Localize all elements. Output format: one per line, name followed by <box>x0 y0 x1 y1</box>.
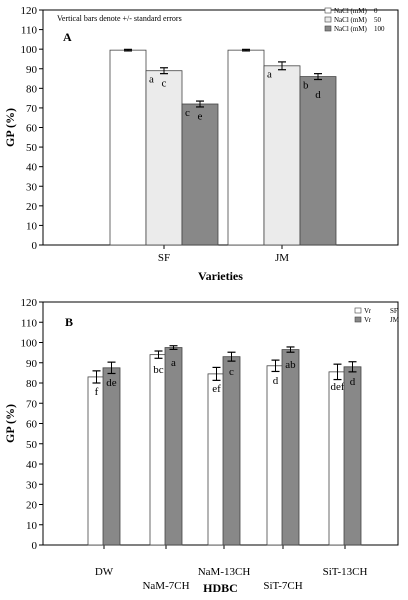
chart-panel-b: 0 10 20 30 40 50 60 70 80 90 100 110 120 GP (%) DW NaM-… <box>3 297 400 595</box>
significance-letter: ef <box>212 383 221 395</box>
y-tick-label: 60 <box>26 123 38 135</box>
legend-value: 100 <box>374 25 385 33</box>
significance-letter: a <box>149 73 154 85</box>
y-tick-label: 40 <box>26 162 38 174</box>
bar <box>145 70 183 246</box>
significance-letter: def <box>330 381 344 393</box>
y-tick-label: 0 <box>32 240 38 252</box>
significance-letter: bc <box>153 364 164 376</box>
bar <box>328 371 347 546</box>
y-tick-label: 70 <box>26 103 38 115</box>
bar <box>102 367 121 546</box>
bar <box>227 49 265 246</box>
x-tick-label: SiT-7CH <box>263 580 302 592</box>
legend-label: NaCl (mM) <box>334 25 368 33</box>
y-tick-label: 80 <box>26 378 38 390</box>
bar <box>263 65 301 246</box>
bar <box>164 347 183 546</box>
plot-frame <box>42 9 399 246</box>
x-tick-label: SF <box>158 252 170 264</box>
significance-letter: b <box>303 79 309 91</box>
bar <box>343 366 362 546</box>
y-tick-label: 50 <box>26 439 38 451</box>
x-tick-label: SiT-13CH <box>323 566 368 578</box>
significance-letter: c <box>185 107 190 119</box>
y-tick-label: 20 <box>26 500 38 512</box>
bar <box>87 376 106 546</box>
significance-letter: c <box>229 366 234 378</box>
legend-label: NaCl (mM) <box>334 7 368 15</box>
y-tick-label: 0 <box>32 540 38 552</box>
y-tick-label: 90 <box>26 64 38 76</box>
bar <box>266 365 285 546</box>
y-tick-label: 50 <box>26 142 38 154</box>
significance-letter: d <box>273 375 279 387</box>
y-tick-label: 30 <box>26 181 38 193</box>
y-tick-label: 40 <box>26 459 38 471</box>
y-tick-label: 10 <box>26 520 38 532</box>
bar <box>181 103 219 246</box>
y-axis-label: GP (%) <box>3 108 17 147</box>
bar <box>207 373 226 546</box>
significance-letter: c <box>162 77 167 89</box>
legend-swatch <box>354 316 362 323</box>
bar <box>299 76 337 246</box>
y-tick-label: 20 <box>26 201 38 213</box>
y-tick-label: 100 <box>21 338 38 350</box>
y-axis-label: GP (%) <box>3 404 17 443</box>
legend-value: 0 <box>374 7 378 15</box>
significance-letter: de <box>106 377 117 389</box>
panel-label: B <box>65 315 73 329</box>
legend-swatch <box>324 7 332 14</box>
legend-label: Vr <box>364 307 372 315</box>
chart-note: Vertical bars denote +/- standard errors <box>57 14 182 23</box>
y-tick-label: 120 <box>21 297 38 309</box>
legend-value: SF <box>390 307 398 315</box>
legend-label: NaCl (mM) <box>334 16 368 24</box>
x-tick-label: DW <box>95 566 114 578</box>
x-axis-label: HDBC <box>203 581 238 595</box>
bar <box>222 356 241 546</box>
legend-label: Vr <box>364 316 372 324</box>
bar <box>281 349 300 546</box>
y-tick-label: 100 <box>21 44 38 56</box>
y-tick-label: 80 <box>26 83 38 95</box>
significance-letter: d <box>350 376 356 388</box>
significance-letter: d <box>315 89 321 101</box>
y-tick-label: 90 <box>26 358 38 370</box>
legend-swatch <box>324 25 332 32</box>
bar <box>149 354 168 546</box>
y-tick-label: 30 <box>26 479 38 491</box>
chart-panel-a: 0 10 20 30 40 50 60 70 80 90 100 110 120 GP (%) SF JM Va… <box>3 5 399 283</box>
significance-letter: a <box>171 357 176 369</box>
x-tick-label: NaM-7CH <box>142 580 189 592</box>
significance-letter: f <box>95 386 99 398</box>
legend-swatch <box>354 307 362 314</box>
legend-value: 50 <box>374 16 382 24</box>
y-tick-label: 60 <box>26 419 38 431</box>
y-tick-label: 10 <box>26 220 38 232</box>
legend-swatch <box>324 16 332 23</box>
significance-letter: a <box>267 69 272 81</box>
bar <box>109 49 147 246</box>
y-tick-label: 120 <box>21 5 38 17</box>
panel-label: A <box>63 30 72 44</box>
legend-value: JM <box>390 316 400 324</box>
y-tick-label: 110 <box>21 25 38 37</box>
x-axis-label: Varieties <box>198 269 243 283</box>
significance-letter: ab <box>285 359 296 371</box>
x-tick-label: JM <box>275 252 289 264</box>
x-tick-label: NaM-13CH <box>198 566 251 578</box>
y-tick-label: 70 <box>26 398 38 410</box>
significance-letter: e <box>198 111 203 123</box>
y-tick-label: 110 <box>21 317 38 329</box>
